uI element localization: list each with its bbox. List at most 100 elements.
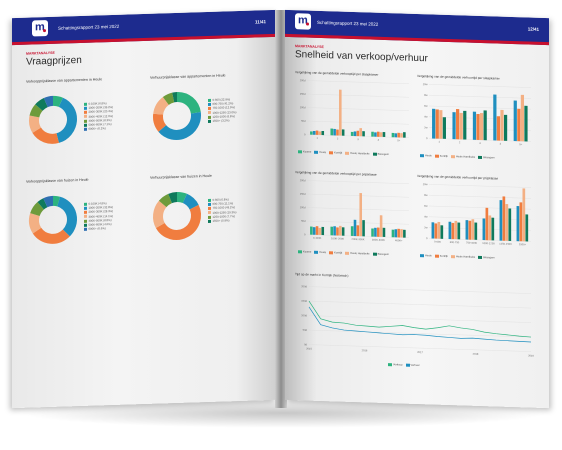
grid-line: [307, 180, 409, 184]
brand-logo: m: [295, 13, 311, 30]
x-tick-label: 2017: [417, 350, 423, 354]
donut-chart-2: [153, 91, 201, 140]
x-tick-label: 2016: [362, 348, 368, 352]
legend-swatch: [208, 207, 211, 211]
bar: [454, 220, 458, 240]
bar: [394, 229, 398, 238]
donut-legend-3: 0-100K (4.8%) 100K-200K (32.8%) 200K-300K …: [84, 201, 113, 231]
bar: [356, 130, 360, 137]
bar: [488, 215, 492, 241]
y-tick-label: 150d: [300, 92, 306, 96]
bar: [503, 114, 508, 141]
legend-swatch: [434, 254, 439, 258]
grid-line: [429, 227, 531, 231]
grid-line: [429, 238, 531, 242]
donut-slice: [35, 97, 48, 111]
legend-item: 600K+ (6.6%): [84, 226, 113, 231]
donut-slice: [155, 204, 201, 240]
legend-label: Bissegem: [483, 256, 495, 260]
legend-label: Heule Harelbeke: [350, 151, 370, 156]
left-page: m Schattingsrapport 23 mei 2022 11/41 MA…: [12, 9, 276, 409]
donut-caption-3: Verkoopprijsklasse van huizen in Heule: [26, 177, 89, 184]
x-tick-label: 600-750: [450, 240, 460, 244]
bar: [376, 131, 380, 137]
donut-slice: [29, 213, 42, 234]
brand-logo: m: [32, 20, 48, 37]
y-tick-label: 100d: [301, 313, 307, 317]
legend-label: Kortrijk: [334, 151, 343, 155]
legend-label: Bissegem: [377, 152, 389, 157]
bar: [339, 225, 342, 236]
bar: [353, 219, 357, 237]
bar: [474, 222, 478, 240]
legend-label: Bissegem: [483, 156, 495, 160]
right-page-title: Snelheid van verkoop/verhuur: [295, 49, 428, 65]
bar: [341, 227, 345, 236]
donut-slice: [29, 104, 43, 118]
x-tick-label: 0-100K: [313, 236, 322, 240]
bar: [499, 200, 503, 241]
legend-swatch: [314, 250, 319, 254]
bar: [394, 133, 398, 138]
bar: [362, 131, 365, 137]
right-header-title: Schattingsrapport 23 mei 2022: [317, 19, 379, 27]
bar: [339, 89, 342, 136]
bar: [310, 226, 313, 235]
legend-label: Heule Harelbeke: [350, 251, 370, 256]
donut-slice: [176, 91, 201, 115]
x-tick-label: 1250-1500: [499, 242, 512, 246]
bar-legend-1: Kuurne Heule Kortrijk Heule Harelbeke Bisseg…: [295, 150, 389, 156]
series-line: [308, 300, 532, 338]
x-tick-label: 750-1000: [466, 241, 478, 245]
left-header-bar: m Schattingsrapport 23 mei 2022 11/41: [12, 9, 276, 46]
legend-label: 1500+ (5.9%): [212, 218, 230, 223]
donut-slice: [162, 92, 175, 106]
x-tick-label: 200K-300K: [352, 237, 365, 241]
bar: [336, 129, 339, 136]
grid-line: [429, 184, 531, 188]
bar: [379, 215, 383, 237]
right-header-bar: m Schattingsrapport 23 mei 2022 12/41: [285, 9, 549, 46]
bar: [442, 117, 446, 139]
y-tick-label: 100d: [300, 105, 306, 109]
legend-swatch: [450, 255, 455, 258]
bar: [451, 222, 455, 240]
y-tick-label: 2w: [424, 225, 427, 229]
legend-label: Bissegem: [377, 252, 389, 257]
legend-label: Heule Harelbeke: [455, 155, 476, 159]
y-tick-label: 200d: [300, 78, 306, 82]
bar-chart-1: 0 50d 100d 150d 200d 1 2 3 4 5+: [300, 78, 409, 142]
grid-line: [307, 93, 409, 98]
grid-line: [309, 344, 531, 352]
y-tick-label: 0: [426, 236, 428, 240]
grid-line: [307, 120, 409, 125]
bar: [463, 110, 467, 140]
grid-line: [429, 195, 531, 199]
donut-slice: [153, 113, 167, 132]
booklet-spine: [275, 10, 287, 408]
legend-swatch: [208, 219, 211, 223]
donut-slice: [158, 193, 173, 208]
legend-item: 1500+ (3.2%): [208, 118, 236, 123]
grid-line: [307, 80, 409, 84]
bar: [500, 109, 504, 141]
donut-slice: [52, 195, 61, 207]
legend-swatch: [329, 251, 334, 254]
legend-swatch: [84, 210, 87, 215]
left-page-number: 11/41: [254, 19, 266, 25]
bar: [520, 94, 525, 142]
donut-legend-1: 0-100K (6.8%) 100K-200K (39.2%) 200K-300K …: [84, 101, 113, 131]
bar: [400, 133, 403, 138]
donut-slice: [153, 96, 170, 116]
bar: [356, 225, 360, 237]
bar: [376, 227, 380, 237]
legend-label: Heule Harelbeke: [455, 255, 476, 259]
donut-caption-1: Verkoopprijsklasse van appartementen in …: [26, 77, 103, 84]
bar: [403, 229, 406, 238]
grid-line: [429, 205, 531, 210]
x-tick-label: 2015: [306, 347, 312, 351]
x-tick-label: 5+: [519, 142, 522, 146]
x-tick-label: 2018: [473, 352, 479, 356]
bar-chart-2: 0 2w 4w 6w 8w 10w 1 2 3 4 5+: [423, 82, 531, 146]
y-tick-label: 10w: [423, 182, 428, 186]
